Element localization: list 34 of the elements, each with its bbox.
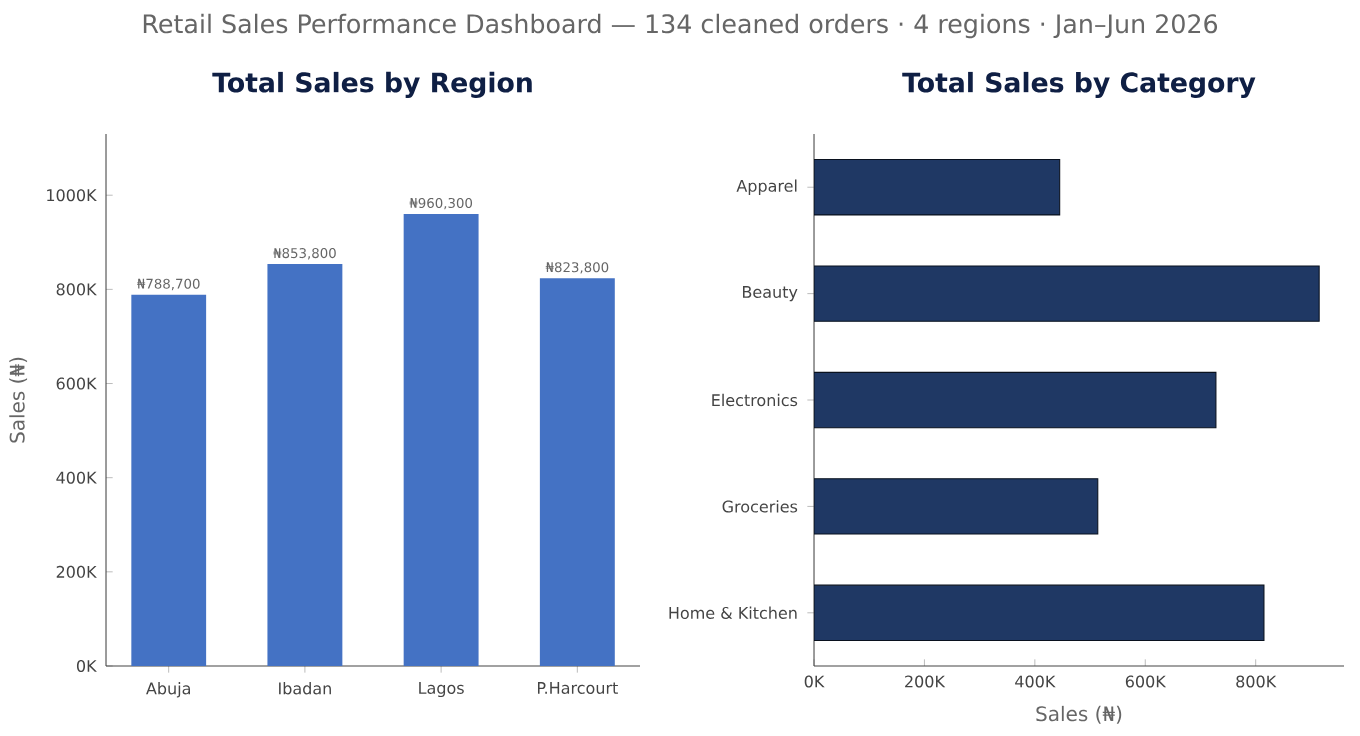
- y-tick-label: 400K: [56, 471, 97, 484]
- x-tick-label: 400K: [1015, 675, 1056, 688]
- chart-title: Total Sales by Region: [212, 71, 532, 98]
- y-axis-title: Sales (₦): [9, 357, 28, 443]
- x-tick-label: Abuja: [146, 682, 190, 698]
- x-tick-label: 0K: [804, 675, 825, 688]
- x-tick-label: P.Harcourt: [537, 682, 618, 694]
- y-tick-label: 200K: [56, 565, 97, 578]
- y-tick-label: 600K: [56, 377, 97, 390]
- x-tick-label: 200K: [905, 675, 946, 688]
- y-tick-label: 0K: [76, 659, 97, 673]
- y-tick-label: Electronics: [712, 393, 798, 407]
- bar: [814, 265, 1320, 322]
- y-tick-label: 800K: [56, 283, 97, 296]
- bar: [403, 213, 479, 666]
- x-tick-label: Lagos: [419, 682, 464, 698]
- bar: [814, 478, 1099, 535]
- bar: [814, 371, 1217, 429]
- text: Retail Sales Performance Dashboard — 134 cleaned orders · 4 regions · Jan–Jun 2026: [143, 13, 1218, 39]
- bar: [814, 159, 1061, 216]
- y-tick-label: 1000K: [47, 189, 97, 202]
- bar: [131, 294, 207, 666]
- y-tick-label: Home & Kitchen: [669, 606, 797, 619]
- x-tick-label: Ibadan: [279, 682, 331, 695]
- x-tick-label: 600K: [1125, 675, 1167, 688]
- bar: [539, 278, 615, 666]
- bar: [267, 264, 343, 666]
- chart-title: Total Sales by Category: [902, 71, 1256, 98]
- y-tick-label: Groceries: [722, 500, 798, 513]
- bar: [814, 584, 1265, 642]
- y-tick-label: Beauty: [743, 286, 798, 302]
- x-axis-title: Sales (₦): [1036, 705, 1122, 724]
- y-tick-label: Apparel: [736, 179, 797, 195]
- x-tick-label: 800K: [1236, 675, 1277, 688]
